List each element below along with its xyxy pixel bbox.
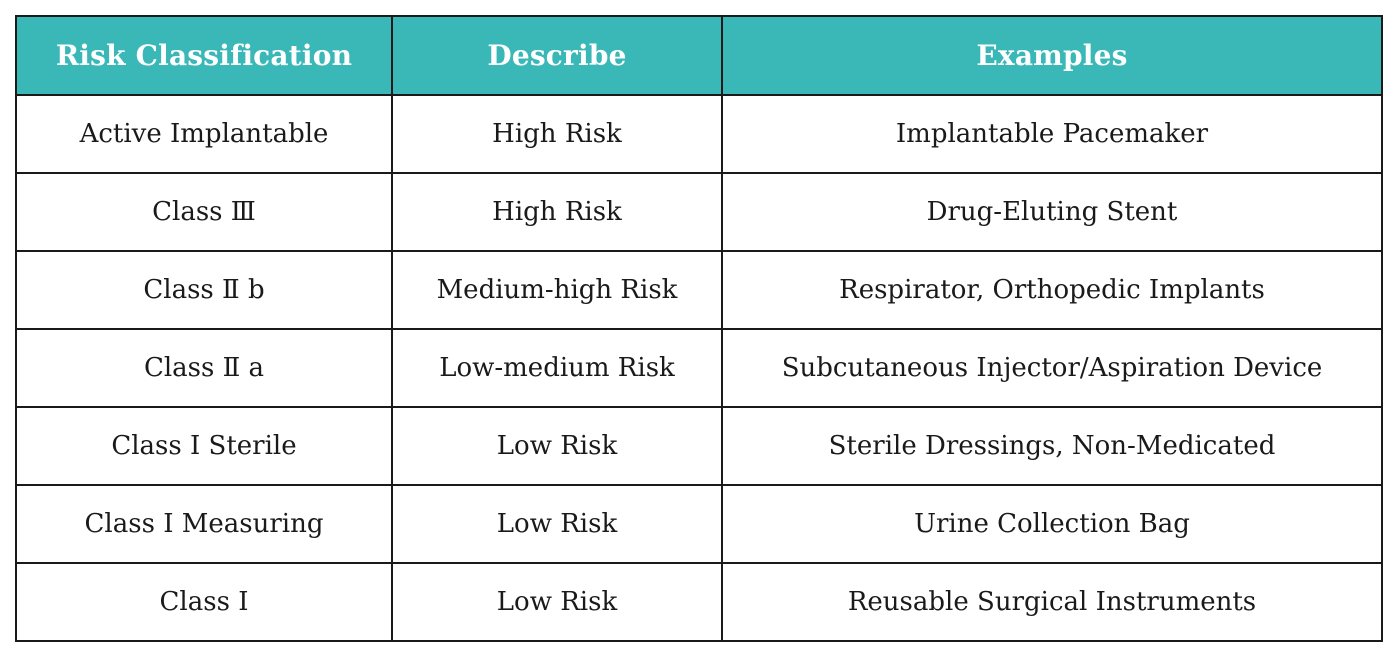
- header-risk-classification: Risk Classification: [15, 15, 393, 96]
- cell-describe: Low Risk: [391, 562, 723, 642]
- cell-describe: High Risk: [391, 172, 723, 252]
- cell-examples: Sterile Dressings, Non-Medicated: [721, 406, 1383, 486]
- header-describe: Describe: [391, 15, 723, 96]
- header-examples: Examples: [721, 15, 1383, 96]
- cell-risk-classification: Class Ⅲ: [15, 172, 393, 252]
- table-row: Active Implantable High Risk Implantable…: [15, 94, 1383, 174]
- cell-examples: Respirator, Orthopedic Implants: [721, 250, 1383, 330]
- cell-describe: Low-medium Risk: [391, 328, 723, 408]
- table-header: Risk Classification Describe Examples: [15, 15, 1383, 96]
- cell-describe: Medium-high Risk: [391, 250, 723, 330]
- table-row: Class Ⅱ b Medium-high Risk Respirator, O…: [15, 250, 1383, 330]
- table-body: Active Implantable High Risk Implantable…: [15, 94, 1383, 642]
- cell-risk-classification: Class Ⅱ b: [15, 250, 393, 330]
- table-row: Class I Measuring Low Risk Urine Collect…: [15, 484, 1383, 564]
- header-row: Risk Classification Describe Examples: [15, 15, 1383, 96]
- cell-examples: Implantable Pacemaker: [721, 94, 1383, 174]
- cell-examples: Reusable Surgical Instruments: [721, 562, 1383, 642]
- table-row: Class I Sterile Low Risk Sterile Dressin…: [15, 406, 1383, 486]
- cell-describe: Low Risk: [391, 406, 723, 486]
- risk-classification-table-container: Risk Classification Describe Examples Ac…: [15, 15, 1383, 642]
- cell-describe: High Risk: [391, 94, 723, 174]
- risk-classification-table: Risk Classification Describe Examples Ac…: [15, 15, 1383, 642]
- cell-risk-classification: Active Implantable: [15, 94, 393, 174]
- table-row: Class Ⅱ a Low-medium Risk Subcutaneous I…: [15, 328, 1383, 408]
- cell-risk-classification: Class I Measuring: [15, 484, 393, 564]
- cell-risk-classification: Class I: [15, 562, 393, 642]
- table-row: Class I Low Risk Reusable Surgical Instr…: [15, 562, 1383, 642]
- cell-risk-classification: Class Ⅱ a: [15, 328, 393, 408]
- table-row: Class Ⅲ High Risk Drug-Eluting Stent: [15, 172, 1383, 252]
- cell-examples: Drug-Eluting Stent: [721, 172, 1383, 252]
- cell-describe: Low Risk: [391, 484, 723, 564]
- cell-examples: Urine Collection Bag: [721, 484, 1383, 564]
- cell-risk-classification: Class I Sterile: [15, 406, 393, 486]
- cell-examples: Subcutaneous Injector/Aspiration Device: [721, 328, 1383, 408]
